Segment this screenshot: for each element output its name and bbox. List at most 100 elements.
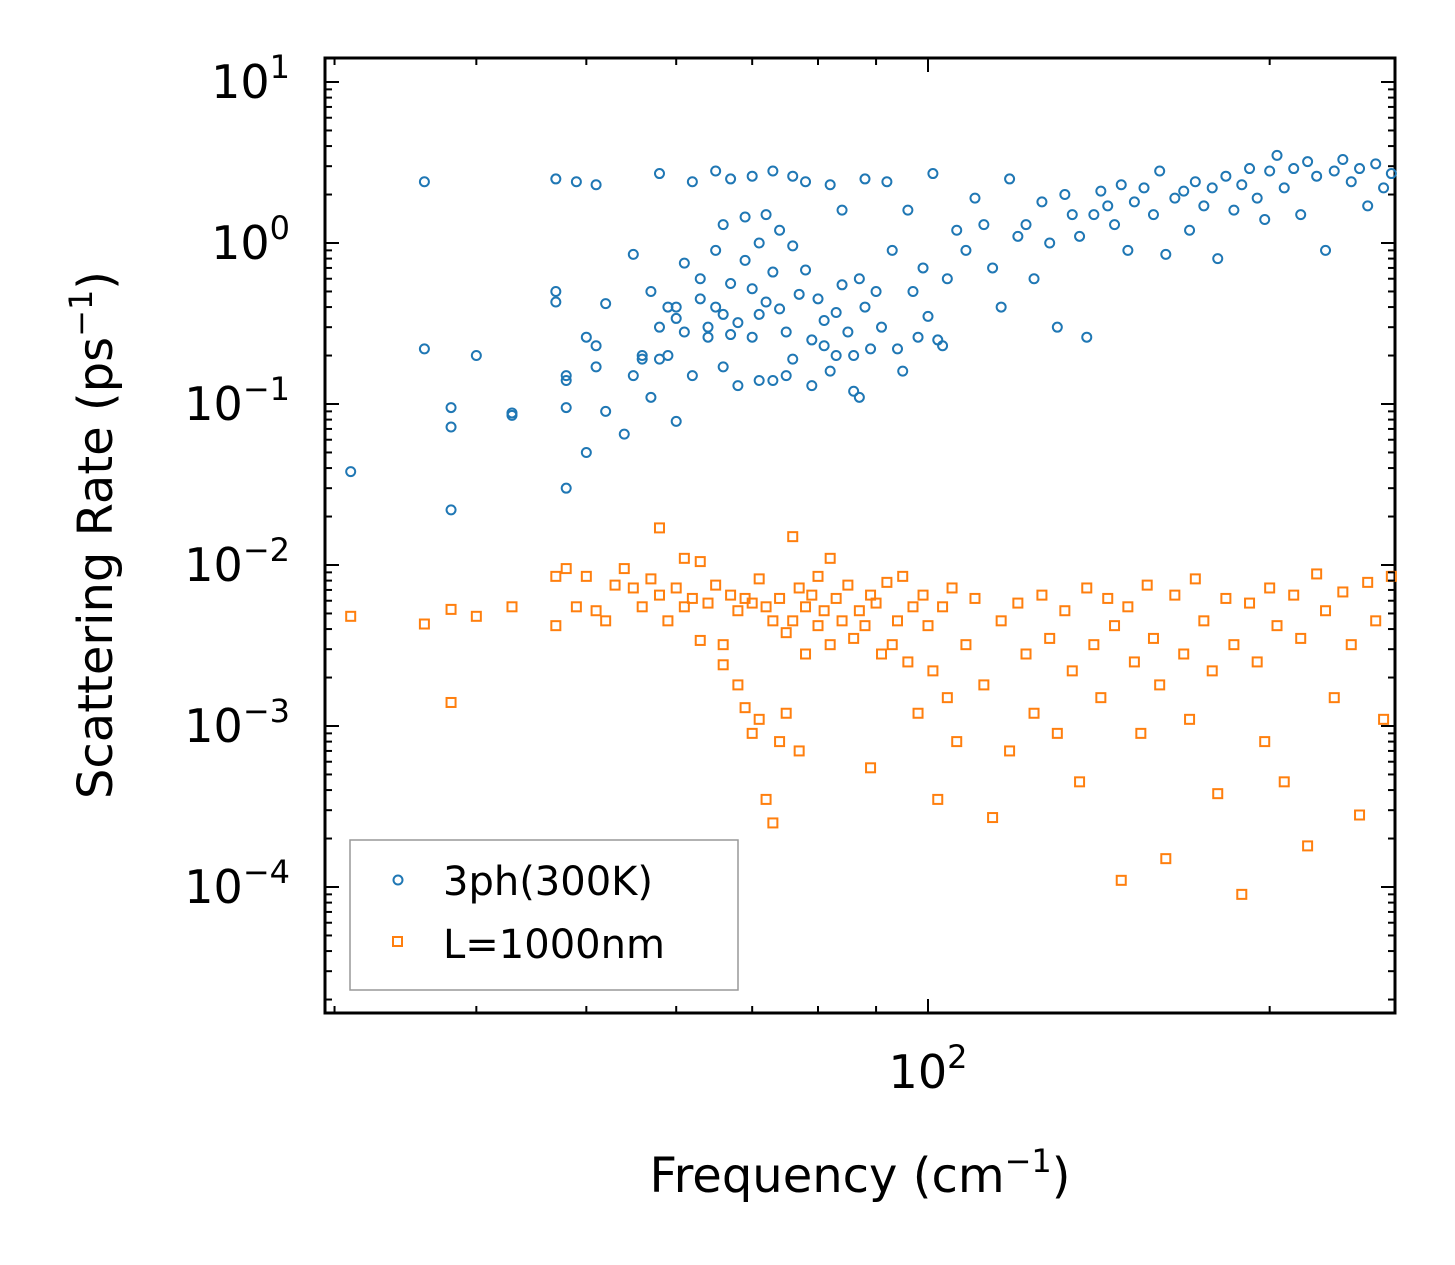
data-point <box>686 370 698 382</box>
data-point <box>725 329 737 341</box>
data-point <box>995 301 1007 313</box>
data-point <box>907 285 919 297</box>
data-point <box>1095 692 1107 704</box>
data-point <box>876 321 888 333</box>
data-point <box>1259 736 1271 748</box>
data-point <box>1178 185 1190 197</box>
data-point <box>767 266 779 278</box>
data-point <box>941 273 953 285</box>
legend: 3ph(300K) L=1000nm <box>349 839 739 991</box>
data-point <box>618 563 630 575</box>
data-point <box>678 601 690 613</box>
data-point <box>1160 248 1172 260</box>
data-point <box>937 601 949 613</box>
data-point <box>1115 179 1127 191</box>
data-point <box>636 350 648 362</box>
data-point <box>725 278 737 290</box>
data-point <box>1189 176 1201 188</box>
data-point <box>1244 163 1256 175</box>
data-point <box>1012 597 1024 609</box>
data-point <box>1051 321 1063 333</box>
data-point <box>560 374 572 386</box>
data-point <box>812 293 824 305</box>
data-point <box>560 370 572 382</box>
data-point <box>818 340 830 352</box>
data-point <box>445 696 457 708</box>
data-point <box>717 308 729 320</box>
data-point <box>946 582 958 594</box>
data-point <box>1184 713 1196 725</box>
data-point <box>848 632 860 644</box>
data-point <box>897 570 909 582</box>
data-point <box>951 224 963 236</box>
data-point <box>702 597 714 609</box>
y-tick-label: 10−3 <box>184 692 290 753</box>
data-point <box>1160 853 1172 865</box>
data-point <box>818 605 830 617</box>
data-point <box>987 812 999 824</box>
data-point <box>1141 579 1153 591</box>
data-point <box>1074 230 1086 242</box>
data-point <box>710 165 722 177</box>
data-point <box>1154 165 1166 177</box>
data-point <box>710 244 722 256</box>
data-point <box>1295 209 1307 221</box>
data-point <box>1288 589 1300 601</box>
series-l-1000nm <box>345 522 1397 900</box>
data-point <box>1228 639 1240 651</box>
data-point <box>1169 589 1181 601</box>
data-point <box>806 334 818 346</box>
data-point <box>1362 200 1374 212</box>
data-point <box>678 552 690 564</box>
data-point <box>627 582 639 594</box>
data-point <box>1128 656 1140 668</box>
data-point <box>645 285 657 297</box>
data-point <box>1385 168 1397 180</box>
data-point <box>876 648 888 660</box>
data-point <box>1184 224 1196 236</box>
data-point <box>1088 639 1100 651</box>
data-point <box>836 279 848 291</box>
data-point <box>760 601 772 613</box>
data-point <box>1278 182 1290 194</box>
data-point <box>865 589 877 601</box>
data-point <box>1004 173 1016 185</box>
data-point <box>806 589 818 601</box>
data-point <box>830 307 842 319</box>
data-point <box>725 589 737 601</box>
data-point <box>774 736 786 748</box>
data-point <box>881 576 893 588</box>
data-point <box>870 285 882 297</box>
series-layer <box>345 149 1397 900</box>
data-point <box>1102 592 1114 604</box>
data-point <box>1259 213 1271 225</box>
data-point <box>824 552 836 564</box>
data-point <box>830 592 842 604</box>
data-point <box>767 165 779 177</box>
data-point <box>590 340 602 352</box>
data-point <box>969 592 981 604</box>
y-tick-label: 10−4 <box>184 853 290 914</box>
data-point <box>1044 632 1056 644</box>
data-point <box>842 579 854 591</box>
data-point <box>995 615 1007 627</box>
data-point <box>445 421 457 433</box>
data-point <box>917 262 929 274</box>
data-point <box>836 615 848 627</box>
data-point <box>753 237 765 249</box>
data-point <box>1138 182 1150 194</box>
data-point <box>886 639 898 651</box>
data-point <box>1189 573 1201 585</box>
data-point <box>739 211 751 223</box>
data-point <box>753 374 765 386</box>
data-point <box>836 204 848 216</box>
data-point <box>1020 219 1032 231</box>
data-point <box>793 582 805 594</box>
data-point <box>1115 874 1127 886</box>
data-point <box>767 374 779 386</box>
data-point <box>1128 196 1140 208</box>
data-point <box>824 639 836 651</box>
data-point <box>1135 727 1147 739</box>
data-point <box>717 361 729 373</box>
